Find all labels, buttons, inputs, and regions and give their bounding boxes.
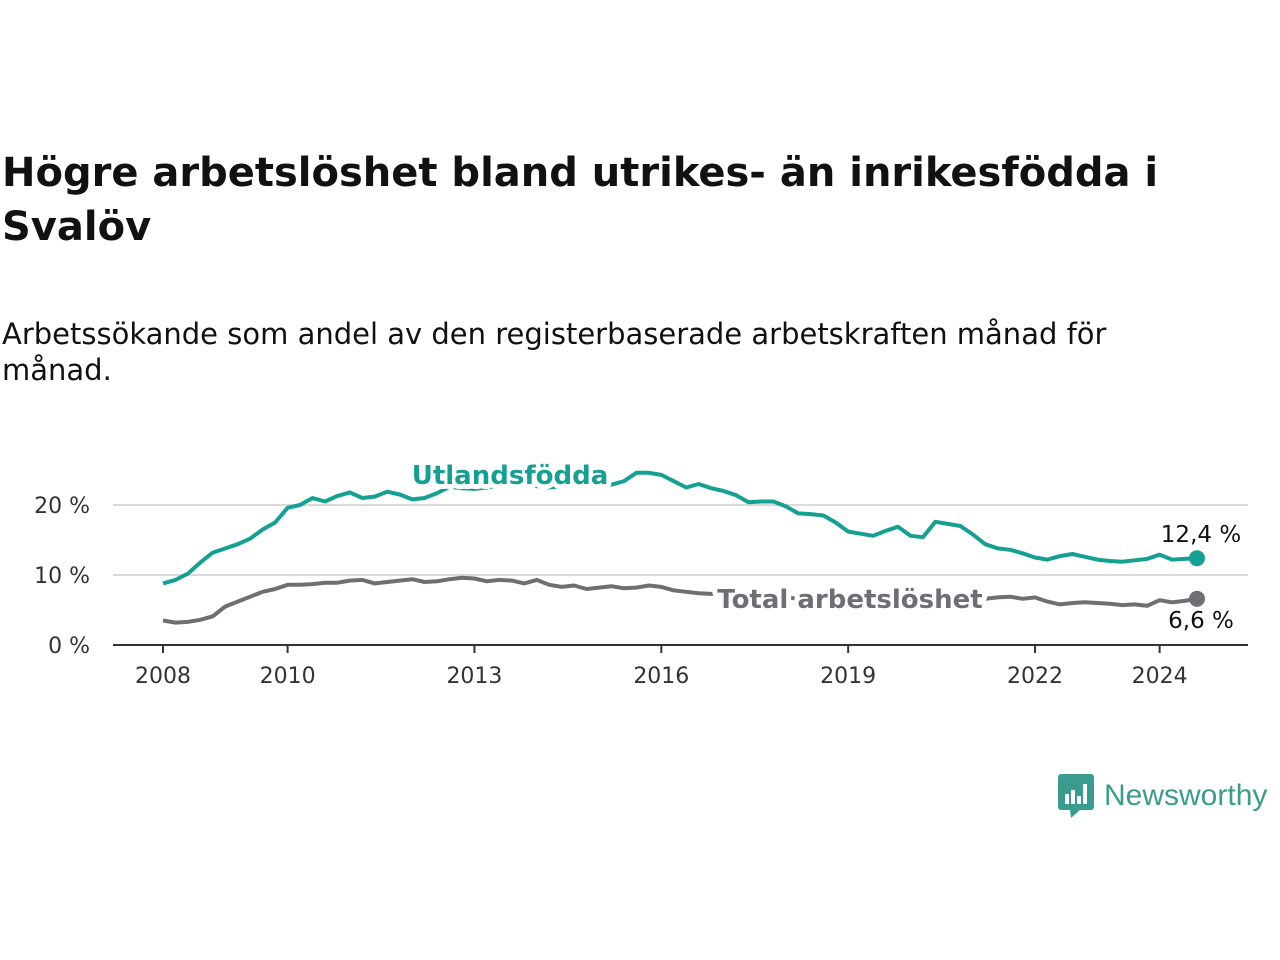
x-tick-label: 2010 — [260, 664, 316, 689]
end-point-marker — [1189, 550, 1205, 567]
x-tick-label: 2008 — [135, 664, 191, 689]
x-tick-label: 2024 — [1132, 664, 1188, 689]
series-label-utlandsfodda-halo: Utlandsfödda — [412, 461, 609, 491]
x-tick-label: 2013 — [446, 664, 502, 689]
x-tick-label: 2016 — [633, 664, 689, 689]
series-line-utlandsfodda — [162, 470, 1198, 586]
x-tick-label: 2022 — [1007, 664, 1063, 689]
brand-name: Newsworthy — [1104, 779, 1268, 812]
end-point-marker — [1189, 590, 1205, 607]
y-tick-label: 10 % — [34, 564, 90, 589]
series-label-total: Total arbetslöshet — [717, 585, 982, 615]
chart-subtitle: Arbetssökande som andel av den registerb… — [2, 317, 1107, 387]
series-label-total-halo: Total arbetslöshet — [717, 585, 982, 615]
x-tick-label: 2019 — [820, 664, 876, 689]
series-line-total — [162, 575, 1198, 625]
end-value-label: 6,6 % — [1168, 608, 1234, 634]
brand-logo: Newsworthy — [1058, 772, 1267, 820]
series-label-utlandsfodda: Utlandsfödda — [412, 461, 609, 491]
newsworthy-logo-icon — [1058, 774, 1094, 818]
end-value-label: 12,4 % — [1161, 522, 1241, 548]
chart-title: Högre arbetslöshet bland utrikes- än inr… — [2, 150, 1159, 250]
line-chart: 0 %10 %20 %2008 2010 2013 2016 2019 2022 2024 … — [34, 456, 1248, 689]
y-tick-label: 0 % — [48, 634, 90, 659]
y-tick-label: 20 % — [34, 494, 90, 519]
